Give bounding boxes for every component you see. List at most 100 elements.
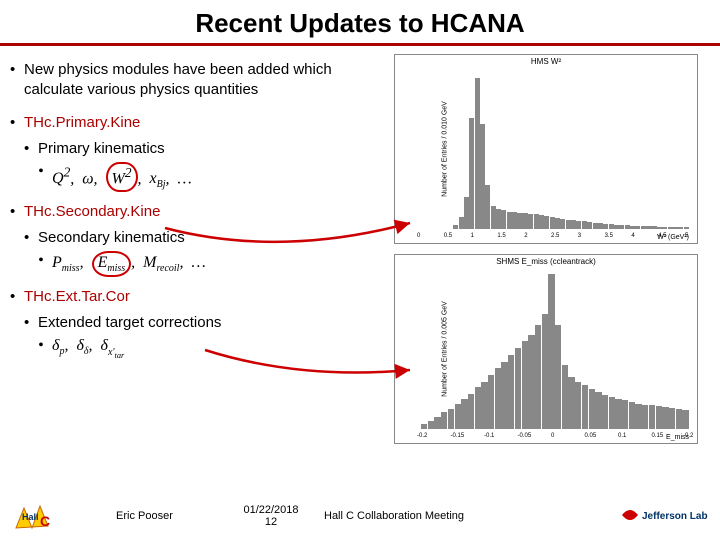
footer-page: 12 <box>226 516 316 528</box>
histogram-bar <box>468 394 474 429</box>
chart-bottom-title: SHMS E_miss (ccleantrack) <box>496 257 596 266</box>
histogram-bar <box>517 213 522 229</box>
histogram-bar <box>523 213 528 229</box>
histogram-bar <box>684 227 689 229</box>
xtick-label: 4 <box>631 233 634 239</box>
histogram-bar <box>615 399 621 429</box>
histogram-bar <box>475 78 480 229</box>
histogram-bar <box>622 400 628 429</box>
histogram-bar <box>668 227 673 229</box>
histogram-bar <box>421 424 427 429</box>
histogram-bar <box>539 215 544 229</box>
histogram-bar <box>428 421 434 429</box>
histogram-bar <box>496 209 501 229</box>
xtick-label: 1 <box>471 233 474 239</box>
histogram-bar <box>657 227 662 229</box>
histogram-bar <box>576 221 581 229</box>
bullet-intro: New physics modules have been added whic… <box>8 60 388 99</box>
footer-meeting: Hall C Collaboration Meeting <box>316 510 620 522</box>
chart-bottom-ylabel: Number of Entries / 0.005 GeV <box>441 301 448 397</box>
histogram-bar <box>603 224 608 229</box>
xtick-label: 5 <box>685 233 688 239</box>
histogram-bar <box>568 377 574 429</box>
histogram-bar <box>646 226 651 229</box>
xtick-label: 1.5 <box>497 233 505 239</box>
histogram-bar <box>555 325 561 429</box>
histogram-bar <box>619 225 624 229</box>
xtick-label: 3.5 <box>605 233 613 239</box>
histogram-bar <box>522 341 528 429</box>
histogram-bar <box>528 335 534 429</box>
histogram-bar <box>635 404 641 429</box>
histogram-bar <box>501 362 507 429</box>
formula-primary: Q2, ω, W2, xBj, … <box>8 162 388 192</box>
formula-dx: δx'tar <box>101 337 125 354</box>
xtick-label: -0.05 <box>518 433 532 439</box>
slide-title: Recent Updates to HCANA <box>0 0 720 43</box>
xtick-label: 0.1 <box>618 433 626 439</box>
xtick-label: 2.5 <box>551 233 559 239</box>
bullet-secondary-kinematics: Secondary kinematics <box>8 228 388 248</box>
histogram-bar <box>575 382 581 429</box>
chart-hms-w2: HMS W² Number of Entries / 0.010 GeV W² … <box>394 54 698 244</box>
histogram-bar <box>649 405 655 429</box>
histogram-bar <box>635 226 640 229</box>
histogram-bar <box>555 218 560 229</box>
histogram-bar <box>508 355 514 429</box>
histogram-bar <box>641 226 646 229</box>
histogram-bar <box>512 212 517 229</box>
histogram-bar <box>528 214 533 229</box>
footer-author: Eric Pooser <box>116 510 226 522</box>
formula-mrecoil: Mrecoil <box>143 254 179 271</box>
histogram-bar <box>598 223 603 229</box>
formula-secondary: Pmiss, Emiss, Mrecoil, … <box>8 251 388 277</box>
histogram-bar <box>455 404 461 429</box>
svg-text:Jefferson Lab: Jefferson Lab <box>642 511 708 522</box>
formula-w2-circled: W2 <box>106 162 138 192</box>
histogram-bar <box>461 399 467 429</box>
histogram-bar <box>673 227 678 229</box>
histogram-bar <box>678 227 683 229</box>
content-area: New physics modules have been added whic… <box>0 54 720 454</box>
histogram-bar <box>542 314 548 429</box>
histogram-bar <box>629 402 635 429</box>
histogram-bar <box>656 406 662 429</box>
histogram-bar <box>459 217 464 229</box>
histogram-bar <box>488 375 494 429</box>
formula-q2: Q2 <box>52 170 70 187</box>
chart-top-title: HMS W² <box>531 57 561 66</box>
footer-date: 01/22/2018 12 <box>226 504 316 528</box>
histogram-bar <box>630 226 635 229</box>
histogram-bar <box>589 389 595 429</box>
histogram-bar <box>434 417 440 429</box>
histogram-bar <box>453 225 458 229</box>
histogram-bar <box>609 397 615 429</box>
histogram-bar <box>662 227 667 229</box>
histogram-bar <box>571 220 576 229</box>
formula-omega: ω <box>82 170 93 187</box>
histogram-bar <box>448 409 454 429</box>
histogram-bar <box>682 410 688 429</box>
histogram-bar <box>491 206 496 229</box>
footer-date-text: 01/22/2018 <box>226 504 316 516</box>
histogram-bar <box>535 325 541 429</box>
xtick-label: 0 <box>417 233 420 239</box>
xtick-label: 4.5 <box>658 233 666 239</box>
formula-emiss-circled: Emiss <box>92 251 132 277</box>
histogram-bar <box>485 185 490 229</box>
histogram-bar <box>560 219 565 229</box>
histogram-bar <box>642 405 648 429</box>
histogram-bar <box>481 382 487 429</box>
histogram-bar <box>475 387 481 429</box>
footer: Hall C Eric Pooser 01/22/2018 12 Hall C … <box>0 498 720 534</box>
formula-dd: δδ <box>76 337 88 354</box>
histogram-bar <box>651 226 656 229</box>
histogram-bar <box>534 214 539 229</box>
histogram-bar <box>501 210 506 229</box>
histogram-bar <box>562 365 568 429</box>
histogram-bar <box>566 220 571 229</box>
formula-ext: δp, δδ, δx'tar <box>8 336 388 361</box>
histogram-bar <box>625 225 630 229</box>
xtick-label: 0.5 <box>444 233 452 239</box>
histogram-bar <box>669 408 675 429</box>
